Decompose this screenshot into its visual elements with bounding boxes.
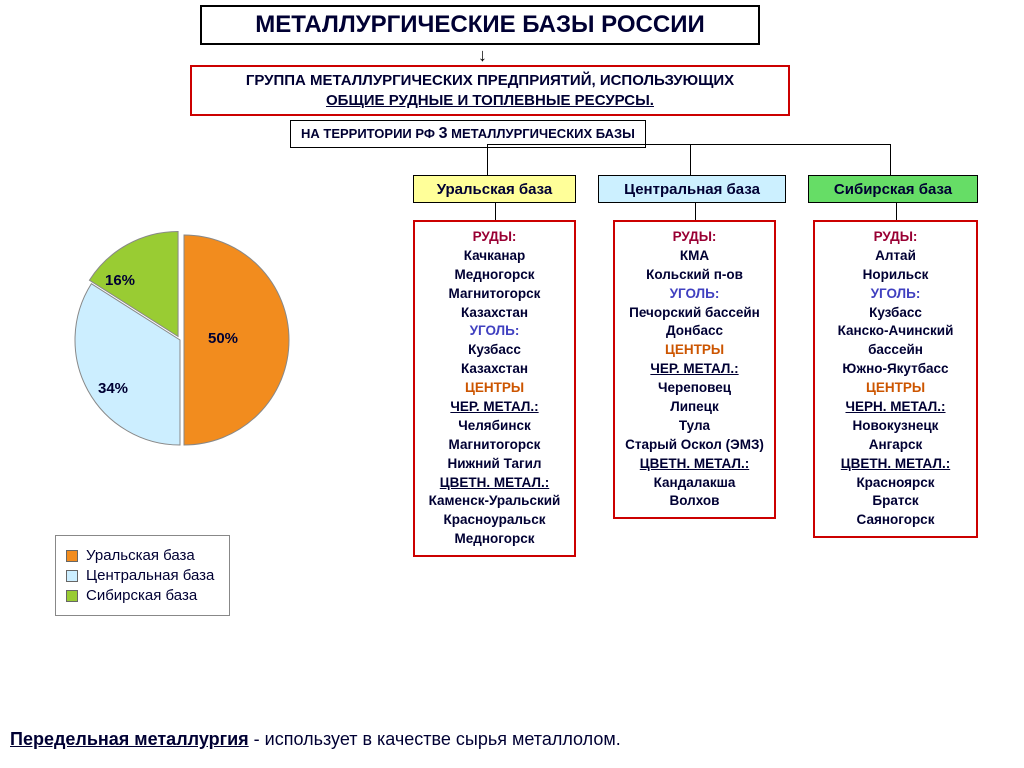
subtitle-box: ГРУППА МЕТАЛЛУРГИЧЕСКИХ ПРЕДПРИЯТИЙ, ИСП… [190,65,790,116]
pie-label-34: 34% [98,380,128,397]
legend-label: Уральская база [86,547,195,564]
legend-item: Центральная база [66,567,219,584]
legend-label: Сибирская база [86,587,197,604]
legend-item: Уральская база [66,547,219,564]
count-number: 3 [439,125,448,142]
connector [695,203,696,220]
connector [495,203,496,220]
connector [690,144,691,175]
subtitle-line1: ГРУППА МЕТАЛЛУРГИЧЕСКИХ ПРЕДПРИЯТИЙ, ИСП… [246,72,734,89]
main-title: МЕТАЛЛУРГИЧЕСКИЕ БАЗЫ РОССИИ [200,5,760,45]
base-header: Уральская база [413,175,576,203]
count-prefix: НА ТЕРРИТОРИИ РФ [301,126,439,141]
base-header: Центральная база [598,175,786,203]
footer-note: Передельная металлургия - использует в к… [10,729,621,750]
base-detail-box: РУДЫ:КМАКольский п-овУГОЛЬ:Печорский бас… [613,220,776,519]
subtitle-line2: ОБЩИЕ РУДНЫЕ И ТОПЛЕВНЫЕ РЕСУРСЫ. [326,92,654,109]
arrow-down-icon: ↓ [478,45,487,66]
base-detail-box: РУДЫ:КачканарМедногорскМагнитогорскКазах… [413,220,576,557]
connector [890,144,891,175]
legend-item: Сибирская база [66,587,219,604]
pie-label-50: 50% [208,330,238,347]
pie-chart: 50% 34% 16% [50,210,310,470]
count-suffix: МЕТАЛЛУРГИЧЕСКИХ БАЗЫ [448,126,635,141]
legend-swatch [66,550,78,562]
legend-label: Центральная база [86,567,214,584]
base-detail-box: РУДЫ:АлтайНорильскУГОЛЬ:КузбассКанско-Ач… [813,220,978,538]
base-header: Сибирская база [808,175,978,203]
legend-swatch [66,570,78,582]
footer-term: Передельная металлургия [10,729,249,749]
connector [896,203,897,220]
footer-rest: - использует в качестве сырья металлолом… [249,729,621,749]
pie-label-16: 16% [105,272,135,289]
connector-h [487,144,890,145]
legend: Уральская база Центральная база Сибирская … [55,535,230,616]
legend-swatch [66,590,78,602]
connector [487,144,488,175]
